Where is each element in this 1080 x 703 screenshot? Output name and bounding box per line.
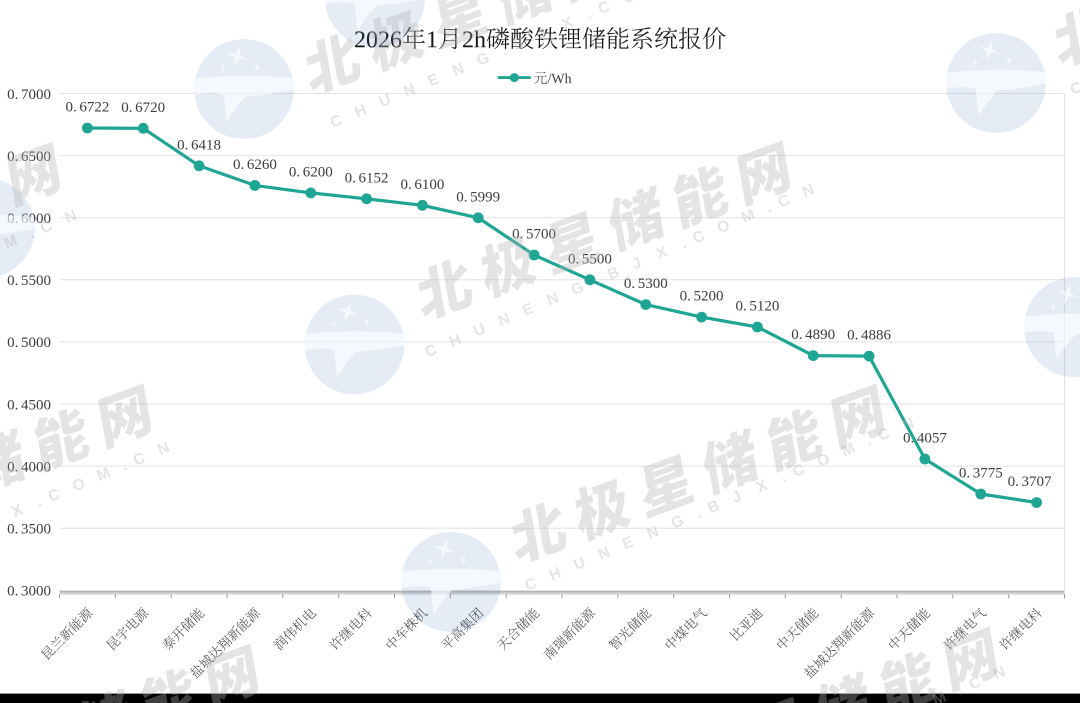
- svg-text:0.6418: 0. 6418: [177, 137, 221, 153]
- svg-text:0.5300: 0. 5300: [624, 276, 668, 292]
- svg-text:0.3000: 0. 3000: [7, 584, 51, 600]
- svg-text:0.3775: 0. 3775: [959, 466, 1003, 482]
- svg-text:0.3500: 0. 3500: [7, 522, 51, 538]
- svg-text:0.7000: 0. 7000: [7, 87, 51, 103]
- svg-text:0.4886: 0. 4886: [847, 328, 891, 344]
- svg-text:0.4057: 0. 4057: [903, 431, 947, 447]
- svg-text:0.5120: 0. 5120: [735, 299, 779, 315]
- svg-text:0.5000: 0. 5000: [7, 335, 51, 351]
- svg-text:0.5200: 0. 5200: [680, 289, 724, 305]
- svg-text:0.5999: 0. 5999: [456, 189, 500, 205]
- svg-text:0.5700: 0. 5700: [512, 227, 556, 243]
- svg-text:0.6722: 0. 6722: [65, 100, 109, 116]
- svg-text:0.4890: 0. 4890: [791, 327, 835, 343]
- svg-text:0.3707: 0. 3707: [1008, 474, 1052, 490]
- svg-text:0.6720: 0. 6720: [121, 100, 165, 116]
- svg-text:0.6100: 0. 6100: [400, 177, 444, 193]
- svg-text:0.6152: 0. 6152: [345, 170, 389, 186]
- svg-text:0.5500: 0.5500: [7, 273, 51, 289]
- svg-text:0.6260: 0. 6260: [233, 157, 277, 173]
- svg-text:0.6200: 0. 6200: [289, 164, 333, 180]
- svg-text:0.4500: 0. 4500: [7, 397, 51, 413]
